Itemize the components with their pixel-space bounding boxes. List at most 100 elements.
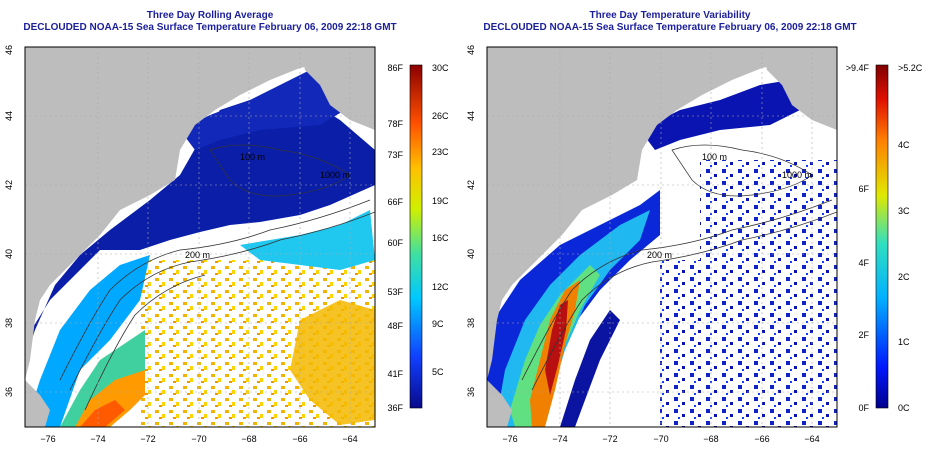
right-slope-dark: [560, 310, 620, 427]
left-lon-tick-72: −72: [140, 434, 155, 444]
right-lon-tick-70: −70: [653, 434, 668, 444]
right-lat-tick-labels: 36 38 40 42 44 46: [466, 45, 476, 397]
left-cb-c-30: 30C: [432, 63, 449, 73]
right-map-frame: [486, 46, 838, 428]
left-cb-f-60: 60F: [387, 238, 403, 248]
left-cb-f-41: 41F: [387, 369, 403, 379]
right-contour-label-200: 200 m: [647, 250, 672, 260]
left-contour-200m: [69, 211, 375, 391]
right-cb-f-0: 0F: [858, 403, 869, 413]
right-cb-f-2: 2F: [858, 330, 869, 340]
left-land: [25, 47, 375, 380]
right-colorbar-c-labels: >5.2C 4C 3C 2C 1C 0C: [898, 63, 923, 413]
left-cb-f-36: 36F: [387, 403, 403, 413]
right-lon-tick-72: −72: [602, 434, 617, 444]
left-cb-c-9: 9C: [432, 319, 444, 329]
left-offshore-cyan: [240, 210, 375, 270]
left-contour-label-1000: 1000 m: [320, 170, 350, 180]
left-cb-f-78: 78F: [387, 119, 403, 129]
right-lat-tick-42: 42: [466, 180, 476, 190]
left-cb-c-26: 26C: [432, 111, 449, 121]
left-lon-tick-66: −66: [292, 434, 307, 444]
left-lat-tick-38: 38: [4, 318, 14, 328]
left-gulf-stream-hot: [80, 400, 125, 427]
left-colorbar-c-labels: 30C 26C 23C 19C 16C 12C 9C 5C: [432, 63, 449, 377]
left-offshore-warm-patch: [290, 300, 375, 425]
left-colorbar-f-labels: 86F 78F 73F 66F 60F 53F 48F 41F 36F: [387, 63, 403, 413]
left-cb-c-12: 12C: [432, 282, 449, 292]
left-map: [25, 47, 375, 427]
right-lon-tick-66: −66: [754, 434, 769, 444]
right-cb-f-9-4: >9.4F: [846, 63, 870, 73]
right-grid: [487, 47, 837, 427]
left-nova-scotia-land: [300, 47, 375, 130]
right-land: [487, 47, 837, 380]
right-cb-c-5-2: >5.2C: [898, 63, 923, 73]
right-high-variability-red: [545, 300, 568, 395]
right-cb-f-4: 4F: [858, 258, 869, 268]
left-lon-tick-74: −74: [90, 434, 105, 444]
right-lat-tick-40: 40: [466, 249, 476, 259]
right-lon-tick-64: −64: [804, 434, 819, 444]
right-cb-c-4: 4C: [898, 140, 910, 150]
left-cb-f-73: 73F: [387, 150, 403, 160]
left-gulf-of-maine: [180, 70, 345, 150]
right-contour-200m: [531, 211, 837, 391]
right-title-line1: Three Day Temperature Variability: [589, 10, 751, 21]
left-cb-c-19: 19C: [432, 196, 449, 206]
left-shelf-cold-water: [25, 95, 375, 427]
right-map: [487, 47, 837, 427]
right-bank-contour: [671, 144, 813, 197]
right-georges-speckle: [700, 160, 837, 260]
left-lon-tick-70: −70: [191, 434, 206, 444]
left-gulf-stream-warm: [75, 370, 145, 427]
left-cb-c-5: 5C: [432, 367, 444, 377]
left-lon-tick-76: −76: [40, 434, 55, 444]
right-cb-f-6: 6F: [858, 184, 869, 194]
left-title-line1: Three Day Rolling Average: [146, 10, 274, 21]
right-offshore-speckle: [660, 260, 837, 427]
left-grid: [25, 47, 375, 427]
left-colorbar: [409, 64, 423, 409]
right-nova-scotia-land: [762, 47, 837, 130]
right-cb-c-0: 0C: [898, 403, 910, 413]
right-lon-tick-68: −68: [703, 434, 718, 444]
right-lon-tick-76: −76: [502, 434, 517, 444]
right-colorbar: [875, 64, 889, 409]
left-lat-tick-labels: 36 38 40 42 44 46: [4, 45, 14, 397]
left-cb-c-16: 16C: [432, 233, 449, 243]
left-lon-tick-68: −68: [241, 434, 256, 444]
left-lat-tick-36: 36: [4, 387, 14, 397]
left-slope-cyan: [25, 255, 150, 427]
left-lat-tick-42: 42: [4, 180, 14, 190]
left-lat-tick-46: 46: [4, 45, 14, 55]
right-contour-100m: [521, 199, 833, 381]
right-lat-tick-38: 38: [466, 318, 476, 328]
left-bank-contour: [209, 144, 351, 197]
right-colorbar-f-labels: >9.4F 6F 4F 2F 0F: [846, 63, 870, 413]
right-contour-label-100: 100 m: [702, 152, 727, 162]
right-title-line2: DECLOUDED NOAA-15 Sea Surface Temperatur…: [483, 22, 857, 33]
left-cb-c-23: 23C: [432, 147, 449, 157]
left-cb-f-66: 66F: [387, 197, 403, 207]
left-cb-f-53: 53F: [387, 287, 403, 297]
left-map-frame: [24, 46, 376, 428]
left-lat-tick-40: 40: [4, 249, 14, 259]
left-slope-green: [60, 330, 145, 427]
right-lon-tick-labels: −76 −74 −72 −70 −68 −66 −64: [502, 434, 819, 444]
left-contour-100m: [59, 199, 371, 381]
left-contour-1000m: [84, 274, 206, 411]
right-lon-tick-74: −74: [552, 434, 567, 444]
left-cb-f-48: 48F: [387, 321, 403, 331]
right-contour-label-1000: 1000 m: [782, 170, 812, 180]
left-lon-tick-64: −64: [342, 434, 357, 444]
left-contour-label-100: 100 m: [240, 152, 265, 162]
right-gulf-of-maine: [640, 80, 800, 150]
left-lat-tick-44: 44: [4, 111, 14, 121]
left-title-line2: DECLOUDED NOAA-15 Sea Surface Temperatur…: [23, 22, 397, 33]
left-lon-tick-labels: −76 −74 −72 −70 −68 −66 −64: [40, 434, 357, 444]
left-contour-label-200: 200 m: [185, 250, 210, 260]
right-lat-tick-44: 44: [466, 111, 476, 121]
right-lat-tick-46: 46: [466, 45, 476, 55]
